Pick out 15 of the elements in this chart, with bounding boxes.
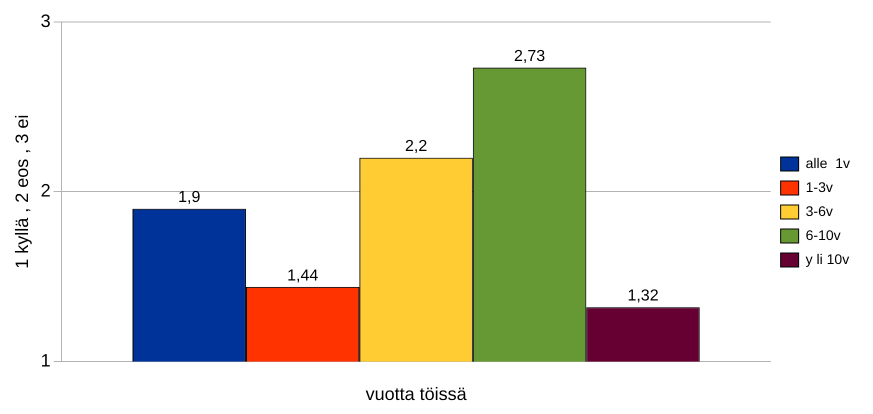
data-label: 1,32 (627, 288, 659, 305)
legend-label: 3-6v (806, 202, 833, 219)
legend-label: 1-3v (806, 178, 833, 195)
data-label: 1,44 (287, 267, 318, 284)
data-label: 1,9 (178, 189, 200, 206)
legend-label: 6-10v (806, 226, 841, 243)
legend-label: y li 10v (806, 250, 850, 267)
legend-label: alle 1v (806, 154, 850, 171)
data-label: 2,73 (514, 48, 546, 66)
y-tick-label: 1 (40, 350, 51, 371)
y-axis-title: 1 kyllä , 2 eos , 3 ei (12, 114, 32, 269)
y-tick-label: 3 (40, 10, 51, 31)
x-axis-title: vuotta töissä (366, 384, 468, 404)
y-tick-label: 2 (40, 180, 51, 201)
data-label: 2,2 (405, 138, 428, 156)
